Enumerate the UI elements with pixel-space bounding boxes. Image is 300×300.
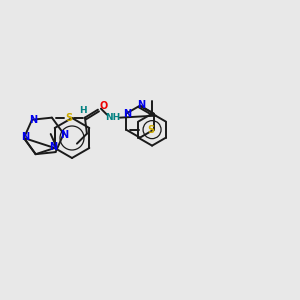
Text: N: N [50, 142, 58, 152]
Text: N: N [137, 100, 145, 110]
Text: S: S [65, 112, 73, 123]
Text: S: S [147, 124, 154, 135]
Text: NH: NH [105, 113, 121, 122]
Text: O: O [100, 100, 108, 111]
Text: N: N [21, 132, 29, 142]
Text: N: N [61, 130, 69, 140]
Text: N: N [123, 109, 131, 118]
Text: N: N [29, 115, 37, 125]
Text: H: H [79, 106, 87, 115]
